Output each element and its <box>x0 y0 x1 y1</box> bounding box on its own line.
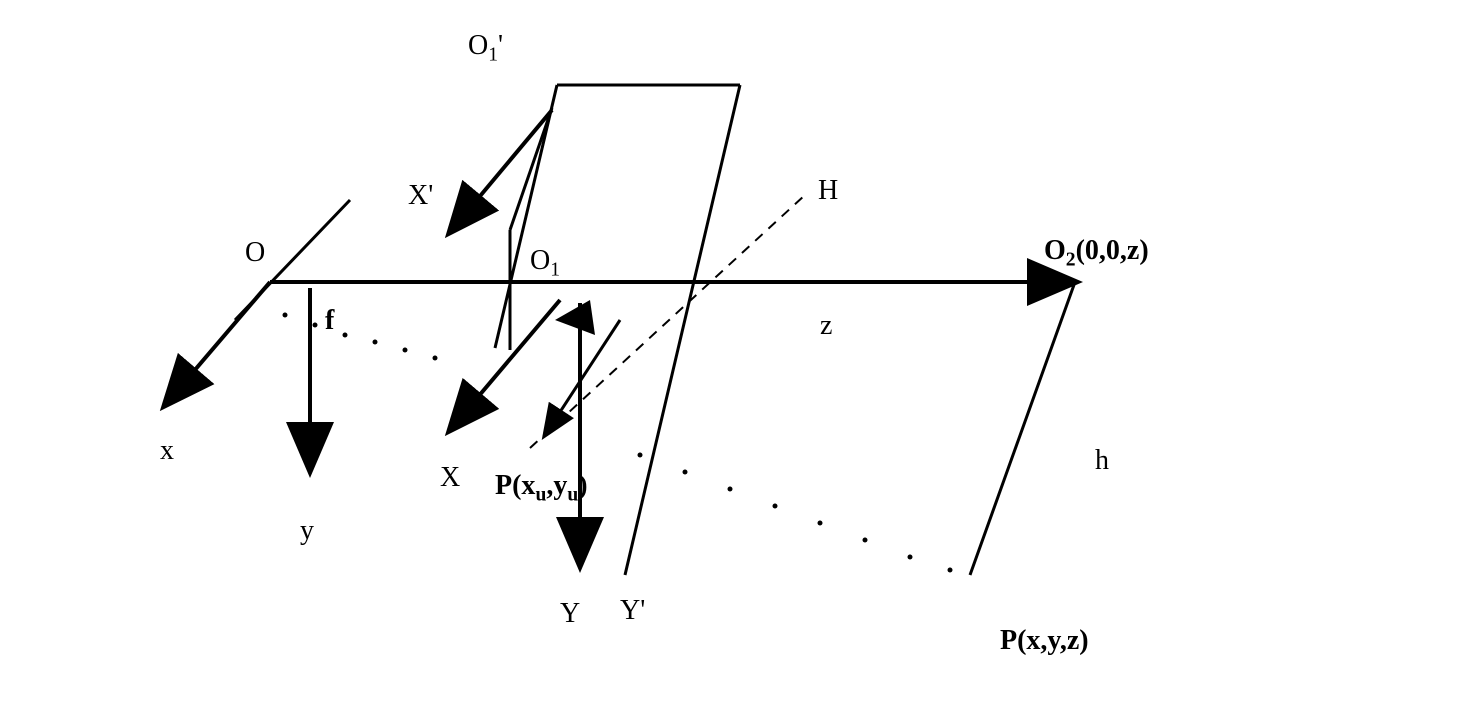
label-h-lower: h <box>1095 445 1109 477</box>
label-o1-prime: O1' <box>468 30 503 67</box>
label-x: x <box>160 435 174 467</box>
dotted-o-pu <box>283 313 438 361</box>
label-o1: O1 <box>530 245 560 282</box>
label-z: z <box>820 310 832 342</box>
label-h-upper: H <box>818 175 838 207</box>
label-y-prime: Y' <box>620 595 645 627</box>
label-pxyz: P(x,y,z) <box>1000 625 1089 657</box>
dotted-pu-pxyz <box>638 453 953 573</box>
label-big-x: X <box>440 462 460 494</box>
diagram-svg <box>0 0 1478 701</box>
pu-pointer <box>545 320 620 435</box>
label-y: y <box>300 515 314 547</box>
intersection-marker <box>555 300 595 335</box>
label-big-y: Y <box>560 598 580 630</box>
plane-right <box>625 85 740 575</box>
label-f: f <box>325 305 334 337</box>
h-line <box>970 282 1075 575</box>
o1-x-axis <box>450 300 560 430</box>
inner-horiz <box>510 108 552 230</box>
label-x-prime: X' <box>408 180 433 212</box>
projection-diagram: O1' X' H O O1 O2(0,0,z) f z x X P(xu,yu)… <box>0 0 1478 701</box>
label-o: O <box>245 237 265 269</box>
label-pu: P(xu,yu) <box>495 470 588 507</box>
label-o2: O2(0,0,z) <box>1044 235 1149 272</box>
